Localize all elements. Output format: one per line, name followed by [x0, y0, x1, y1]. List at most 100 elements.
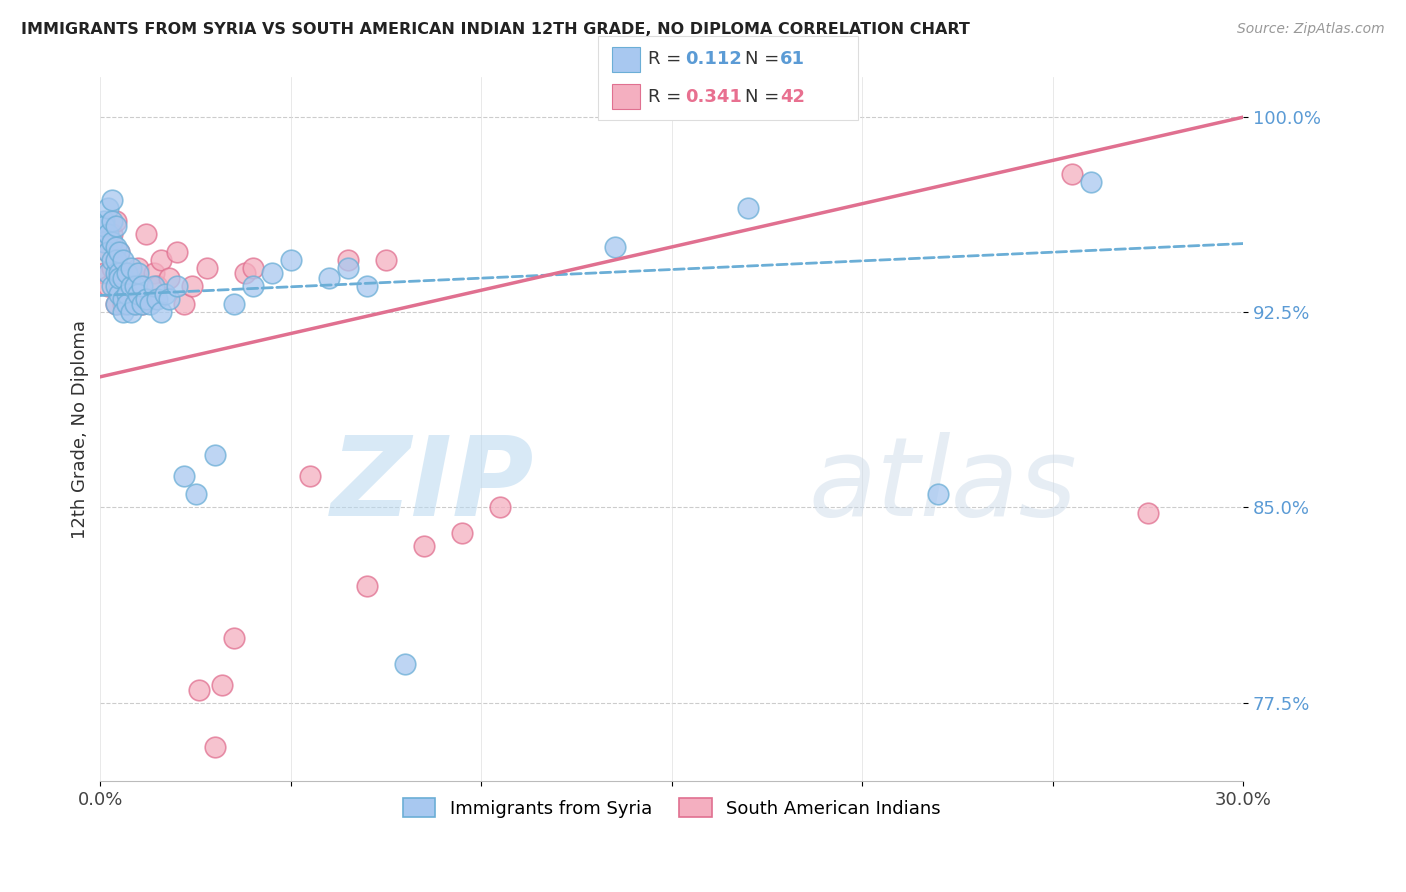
Point [101, 235, 124, 249]
Point [927, 487, 949, 501]
Text: N =: N = [745, 87, 785, 105]
Point [93, 213, 115, 227]
Point [142, 279, 165, 293]
Y-axis label: 12th Grade, No Diploma: 12th Grade, No Diploma [72, 319, 89, 539]
Point [127, 260, 149, 275]
Point [104, 279, 127, 293]
Point [108, 271, 131, 285]
Point [394, 657, 416, 671]
Point [120, 279, 142, 293]
Point [603, 240, 626, 254]
Point [157, 271, 180, 285]
Point [112, 292, 135, 306]
Point [97, 266, 120, 280]
Point [139, 297, 162, 311]
Text: ZIP: ZIP [330, 432, 534, 539]
Text: 61: 61 [780, 51, 806, 69]
Point [150, 252, 173, 267]
Point [93, 219, 115, 233]
Point [222, 297, 245, 311]
Point [166, 279, 188, 293]
Point [115, 266, 138, 280]
Point [204, 448, 226, 462]
Legend: Immigrants from Syria, South American Indians: Immigrants from Syria, South American In… [395, 791, 948, 825]
Point [166, 245, 188, 260]
Point [104, 266, 127, 280]
Point [115, 286, 138, 301]
Point [737, 201, 759, 215]
Text: 0.112: 0.112 [685, 51, 741, 69]
Point [104, 297, 127, 311]
Point [127, 286, 149, 301]
Point [108, 286, 131, 301]
Point [101, 260, 124, 275]
Text: N =: N = [745, 51, 785, 69]
Point [97, 245, 120, 260]
Point [93, 235, 115, 249]
Point [489, 500, 512, 515]
Point [104, 213, 127, 227]
Point [413, 540, 436, 554]
Point [184, 487, 207, 501]
Point [108, 245, 131, 260]
Point [150, 305, 173, 319]
Point [112, 305, 135, 319]
Point [97, 279, 120, 293]
Point [120, 305, 142, 319]
Point [131, 279, 153, 293]
Point [157, 292, 180, 306]
Point [120, 260, 142, 275]
Text: 42: 42 [780, 87, 806, 105]
Point [108, 245, 131, 260]
Point [356, 279, 378, 293]
Text: atlas: atlas [808, 432, 1077, 539]
Point [97, 245, 120, 260]
Point [1136, 506, 1159, 520]
Point [131, 297, 153, 311]
Point [280, 252, 302, 267]
Point [180, 279, 202, 293]
Point [1060, 167, 1083, 181]
Point [242, 279, 264, 293]
Text: R =: R = [648, 51, 688, 69]
Point [93, 266, 115, 280]
Point [451, 526, 474, 541]
Point [112, 271, 135, 285]
Point [104, 252, 127, 267]
Point [93, 235, 115, 249]
Point [124, 297, 146, 311]
Point [233, 266, 256, 280]
Point [101, 213, 124, 227]
Point [195, 260, 218, 275]
Point [375, 252, 398, 267]
Point [135, 292, 157, 306]
Point [188, 682, 211, 697]
Point [173, 469, 195, 483]
Point [104, 219, 127, 233]
Point [211, 677, 233, 691]
Point [242, 260, 264, 275]
Point [135, 227, 157, 241]
Point [260, 266, 283, 280]
Point [336, 260, 359, 275]
Point [1080, 175, 1102, 189]
Point [97, 227, 120, 241]
Point [112, 297, 135, 311]
Point [298, 469, 321, 483]
Point [115, 297, 138, 311]
Point [97, 201, 120, 215]
Point [124, 297, 146, 311]
Point [104, 240, 127, 254]
Point [124, 279, 146, 293]
Point [204, 740, 226, 755]
Text: R =: R = [648, 87, 688, 105]
Point [101, 252, 124, 267]
Point [142, 266, 165, 280]
Point [104, 297, 127, 311]
Point [356, 578, 378, 592]
Point [146, 279, 169, 293]
Text: 0.341: 0.341 [685, 87, 741, 105]
Point [131, 297, 153, 311]
Point [120, 266, 142, 280]
Point [173, 297, 195, 311]
